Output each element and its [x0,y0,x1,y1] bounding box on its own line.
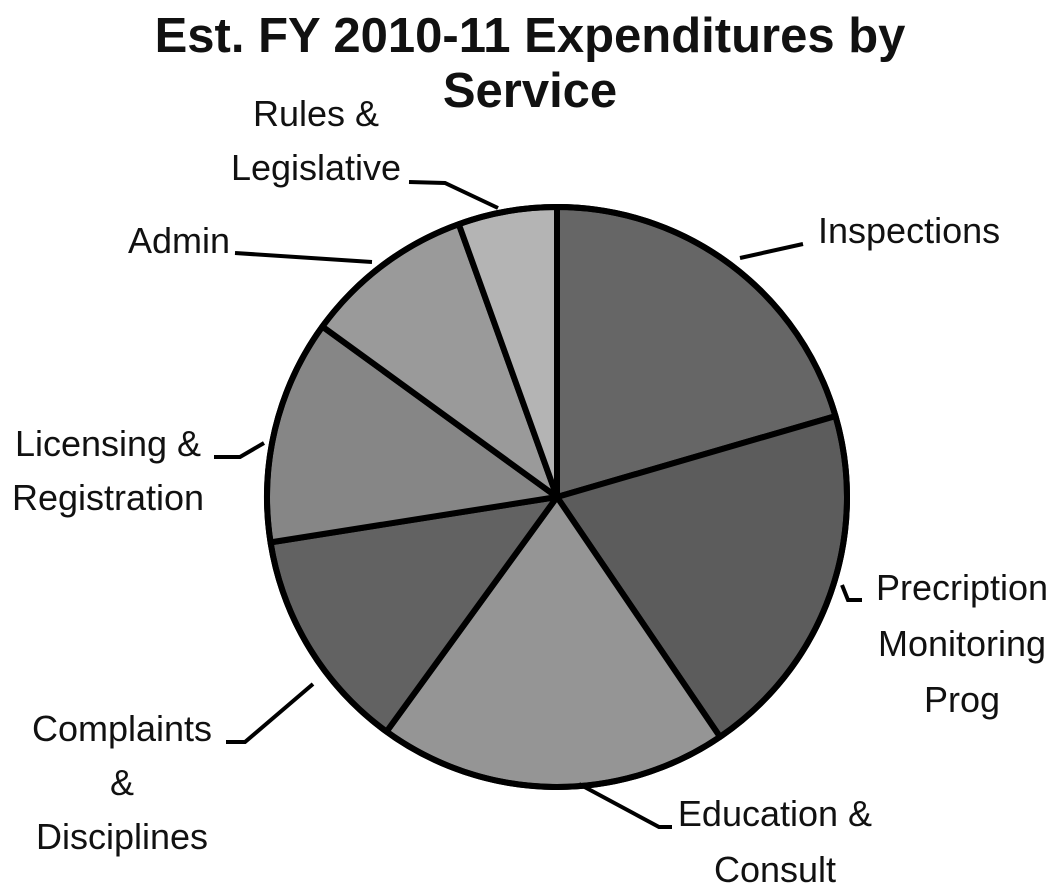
leader-lines [214,180,862,829]
slice-label-inspections: Inspections [818,210,1000,251]
slice-label-line: Consult [714,849,836,884]
slice-label-education-and-consult: Education & Consult [678,793,872,884]
slice-label-admin: Admin [128,220,230,261]
leader-line-licensing-and-registration [214,441,266,459]
slice-label-line: Inspections [818,210,1000,251]
slice-label-line: Registration [12,477,204,518]
chart-title-line-2: Service [443,64,617,118]
slice-label-line: Monitoring [878,623,1046,664]
slice-label-line: & [110,762,134,803]
leader-line-education-and-consult [578,782,672,829]
slice-label-rules-and-legislative: Rules & Legislative [231,93,401,188]
slice-label-line: Disciplines [36,816,208,857]
leader-line-inspections [739,242,804,260]
chart-title-line-1: Est. FY 2010-11 Expenditures by [155,9,906,63]
leader-line-precription-monitoring-prog [840,584,862,602]
pie-slices [264,204,850,790]
slice-label-line: Admin [128,220,230,261]
leader-line-rules-and-legislative [408,180,499,210]
pie-outline [264,204,850,790]
slice-label-complaints-and-disciplines: Complaints & Disciplines [32,708,212,857]
leader-line-admin [234,251,373,264]
slice-label-line: Complaints [32,708,212,749]
slice-labels: Inspections Precription Monitoring Prog Educ… [12,93,1048,884]
leader-line-complaints-and-disciplines [226,682,315,744]
slice-label-precription-monitoring-prog: Precription Monitoring Prog [876,567,1048,720]
slice-label-line: Education & [678,793,872,834]
slice-label-line: Rules & [253,93,379,134]
slice-label-line: Legislative [231,147,401,188]
slice-label-line: Prog [924,679,1000,720]
slice-label-line: Precription [876,567,1048,608]
slice-label-licensing-and-registration: Licensing & Registration [12,423,204,518]
slice-label-line: Licensing & [15,423,201,464]
